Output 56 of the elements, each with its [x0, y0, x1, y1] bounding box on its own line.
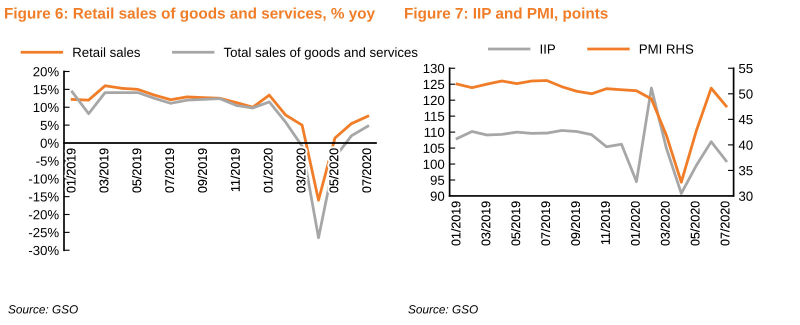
chart-title: Figure 7: IIP and PMI, points	[405, 7, 608, 22]
y-tick-label: 130	[424, 64, 444, 74]
y2-tick-label: 55	[738, 64, 753, 74]
x-tick-label: 01/2019	[451, 201, 460, 246]
y-tick-label: 15%	[34, 85, 59, 94]
chart-title: Figure 6: Retail sales of goods and services, % yoy	[5, 7, 375, 22]
y-tick-label: -25%	[28, 228, 59, 238]
x-tick-label: 03/2020	[296, 148, 306, 193]
x-tick-label: 05/2020	[690, 201, 700, 246]
x-tick-label: 11/2019	[230, 148, 240, 192]
x-tick-label: 11/2019	[600, 201, 610, 244]
x-tick-label: 05/2019	[511, 201, 520, 246]
y2-tick-label: 30	[738, 192, 753, 201]
y-tick-label: -20%	[28, 210, 59, 220]
x-tick-label: 05/2020	[329, 148, 338, 193]
x-tick-label: 03/2019	[481, 201, 490, 246]
line-series	[456, 86, 728, 195]
y-tick-label: -15%	[28, 192, 59, 202]
line-series	[456, 79, 728, 184]
y2-tick-label: 45	[738, 115, 753, 124]
legend-label: PMI RHS	[640, 44, 694, 54]
x-tick-label: 03/2019	[99, 148, 108, 193]
y2-tick-label: 50	[738, 89, 753, 99]
x-tick-label: 01/2020	[263, 148, 273, 193]
y-tick-label: 90	[430, 192, 444, 201]
y-tick-label: 120	[424, 96, 444, 106]
x-tick-label: 07/2020	[362, 148, 372, 193]
y-tick-label: 125	[424, 80, 444, 90]
y-tick-label: 0%	[40, 138, 59, 148]
y-tick-label: 95	[430, 176, 444, 185]
y-tick-label: 110	[424, 128, 444, 138]
y-tick-label: -5%	[36, 156, 59, 166]
x-tick-label: 09/2019	[570, 201, 580, 246]
y-tick-label: 5%	[40, 120, 59, 130]
source-note: Source: GSO	[408, 305, 478, 314]
x-tick-label: 07/2020	[720, 201, 730, 246]
x-tick-label: 09/2019	[198, 148, 207, 193]
y-tick-label: 115	[424, 112, 444, 122]
y-tick-label: 105	[424, 144, 444, 153]
legend-label: Total sales of goods and services	[224, 47, 418, 60]
y-tick-label: 20%	[33, 67, 59, 76]
legend-label: Retail sales	[73, 47, 140, 58]
source-note: Source: GSO	[8, 305, 78, 314]
x-tick-label: 01/2020	[630, 201, 640, 246]
x-tick-label: 01/2019	[66, 148, 76, 193]
y-tick-label: 100	[424, 160, 444, 169]
x-tick-label: 03/2020	[660, 201, 670, 246]
legend-label: IIP	[540, 44, 555, 54]
x-tick-label: 07/2019	[164, 148, 174, 193]
y-tick-label: 10%	[34, 102, 59, 112]
x-tick-label: 05/2019	[132, 148, 142, 193]
y-tick-label: -30%	[28, 246, 59, 256]
y2-tick-label: 35	[738, 166, 753, 176]
y-tick-label: -10%	[28, 174, 59, 184]
x-tick-label: 07/2019	[540, 201, 550, 246]
y2-tick-label: 40	[738, 140, 753, 150]
